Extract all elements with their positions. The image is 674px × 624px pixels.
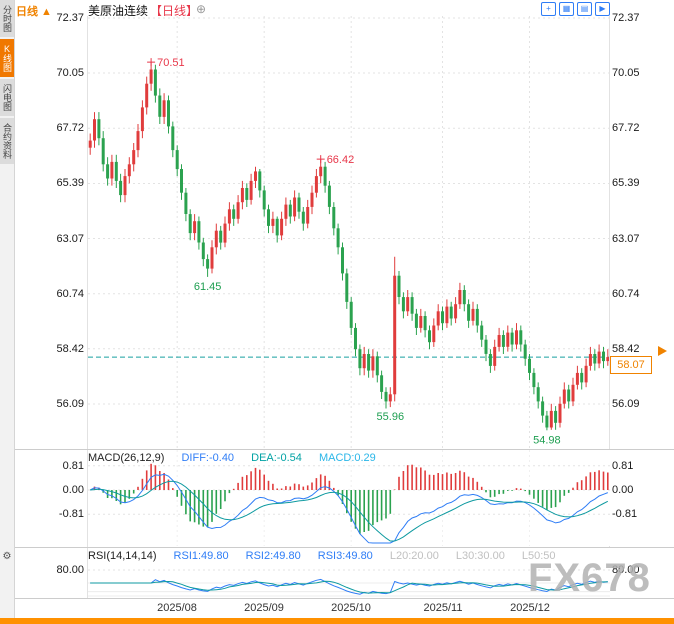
chart-type-sidebar: 分时图 K线图 闪电图 合约资料 ⚙ — [0, 0, 15, 624]
settings-gear-icon[interactable]: ⚙ — [2, 551, 12, 562]
rsi-tick: 80.00 — [56, 564, 84, 576]
period-tag: 【日线】 — [150, 4, 199, 18]
macd-diff-value: DIFF:-0.40 — [181, 452, 235, 464]
macd-tick: 0.00 — [612, 484, 634, 496]
symbol-title: 美原油连续 — [88, 4, 149, 18]
time-axis: 2025/08 2025/09 2025/10 2025/11 2025/12 — [0, 599, 674, 617]
price-tick: 63.07 — [56, 233, 84, 245]
price-tick: 67.72 — [612, 122, 640, 134]
time-axis-label: 2025/10 — [331, 602, 371, 614]
macd-tick: 0.81 — [612, 460, 634, 472]
price-arrow-icon — [658, 346, 667, 356]
svg-text:66.42: 66.42 — [327, 154, 355, 166]
step-forward-icon[interactable]: ▶ — [595, 2, 610, 16]
svg-text:55.96: 55.96 — [377, 411, 405, 423]
time-axis-label: 2025/09 — [244, 602, 284, 614]
price-tick: 60.74 — [56, 288, 84, 300]
period-dropdown-arrow-icon: ▲ — [41, 6, 52, 18]
macd-tick: -0.81 — [58, 508, 84, 520]
rsi2-value: RSI2:49.80 — [245, 550, 301, 562]
rsi1-value: RSI1:49.80 — [173, 550, 229, 562]
sidebar-item-time-chart[interactable]: 分时图 — [0, 0, 14, 37]
macd-chart[interactable] — [88, 450, 610, 546]
price-tick: 56.09 — [56, 398, 84, 410]
macd-label: MACD(26,12,9) — [88, 452, 165, 464]
price-tick: 72.37 — [56, 12, 84, 24]
svg-text:70.51: 70.51 — [157, 57, 185, 69]
rsi-header: RSI(14,14,14) RSI1:49.80 RSI2:49.80 RSI3… — [88, 550, 570, 562]
rsi-tick: 80.00 — [612, 564, 640, 576]
price-tick: 63.07 — [612, 233, 640, 245]
price-tick: 60.74 — [612, 288, 640, 300]
time-axis-label: 2025/12 — [510, 602, 550, 614]
price-tick: 65.39 — [612, 177, 640, 189]
period-selector[interactable]: 日线 ▲ — [16, 3, 55, 19]
macd-macd-value: MACD:0.29 — [318, 452, 376, 464]
price-tick: 58.42 — [612, 343, 640, 355]
line-chart-icon[interactable]: ▤ — [577, 2, 592, 16]
price-tick: 56.09 — [612, 398, 640, 410]
plot-left-border — [87, 16, 88, 598]
macd-tick: 0.81 — [62, 460, 84, 472]
rsi-l30-value: L30:30.00 — [455, 550, 505, 562]
panel-divider — [0, 547, 674, 548]
rsi-chart[interactable] — [88, 548, 610, 598]
macd-dea-value: DEA:-0.54 — [251, 452, 302, 464]
candlestick-chart[interactable]: 70.51 66.42 61.45 55.96 54.98 — [88, 16, 610, 449]
price-tick: 58.42 — [56, 343, 84, 355]
time-axis-label: 2025/08 — [157, 602, 197, 614]
sidebar-item-lightning-chart[interactable]: 闪电图 — [0, 79, 14, 116]
svg-text:54.98: 54.98 — [533, 434, 561, 446]
crosshair-icon[interactable]: + — [541, 2, 556, 16]
plot-right-border — [609, 16, 610, 598]
price-tick: 70.05 — [612, 67, 640, 79]
price-tick: 67.72 — [56, 122, 84, 134]
fx678-watermark: FX678 — [528, 556, 651, 600]
period-selector-label: 日线 — [16, 6, 38, 18]
rsi-label: RSI(14,14,14) — [88, 550, 157, 562]
rsi-l20-value: L20:20.00 — [389, 550, 439, 562]
macd-tick: 0.00 — [62, 484, 84, 496]
panel-divider — [0, 598, 674, 599]
chart-toolbar: + ▦ ▤ ▶ — [541, 2, 610, 16]
panel-divider — [0, 449, 674, 450]
last-price-box: 58.07 — [610, 356, 652, 374]
macd-tick: -0.81 — [612, 508, 638, 520]
svg-text:61.45: 61.45 — [194, 281, 222, 293]
time-axis-label: 2025/11 — [423, 602, 463, 614]
sidebar-item-contract-info[interactable]: 合约资料 — [0, 118, 14, 164]
price-tick: 65.39 — [56, 177, 84, 189]
add-indicator-icon[interactable]: ⊕ — [196, 2, 207, 16]
rsi-l50-value: L50:50 — [521, 550, 556, 562]
price-tick: 72.37 — [612, 12, 640, 24]
rsi3-value: RSI3:49.80 — [317, 550, 373, 562]
sidebar-item-kline-chart[interactable]: K线图 — [0, 39, 14, 77]
price-tick: 70.05 — [56, 67, 84, 79]
grid-chart-icon[interactable]: ▦ — [559, 2, 574, 16]
timeline-scrollbar[interactable] — [0, 618, 674, 624]
macd-header: MACD(26,12,9) DIFF:-0.40 DEA:-0.54 MACD:… — [88, 452, 390, 464]
